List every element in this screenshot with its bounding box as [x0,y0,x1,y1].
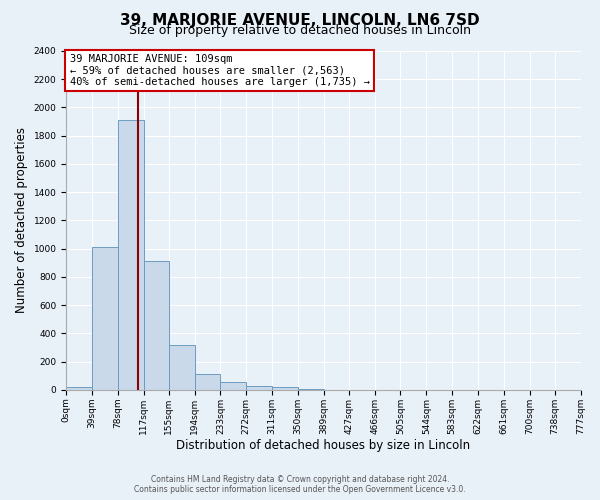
Bar [66,387,92,390]
Text: Contains HM Land Registry data © Crown copyright and database right 2024.
Contai: Contains HM Land Registry data © Crown c… [134,474,466,494]
Bar [220,382,246,390]
Bar [272,387,298,390]
Bar [246,386,272,390]
Text: 39, MARJORIE AVENUE, LINCOLN, LN6 7SD: 39, MARJORIE AVENUE, LINCOLN, LN6 7SD [120,12,480,28]
Y-axis label: Number of detached properties: Number of detached properties [15,128,28,314]
Bar [144,262,169,390]
Text: Size of property relative to detached houses in Lincoln: Size of property relative to detached ho… [129,24,471,37]
Bar [298,389,324,390]
Bar [118,120,144,390]
Bar [169,344,194,390]
Text: 39 MARJORIE AVENUE: 109sqm
← 59% of detached houses are smaller (2,563)
40% of s: 39 MARJORIE AVENUE: 109sqm ← 59% of deta… [70,54,370,87]
X-axis label: Distribution of detached houses by size in Lincoln: Distribution of detached houses by size … [176,440,470,452]
Bar [92,248,118,390]
Bar [194,374,220,390]
